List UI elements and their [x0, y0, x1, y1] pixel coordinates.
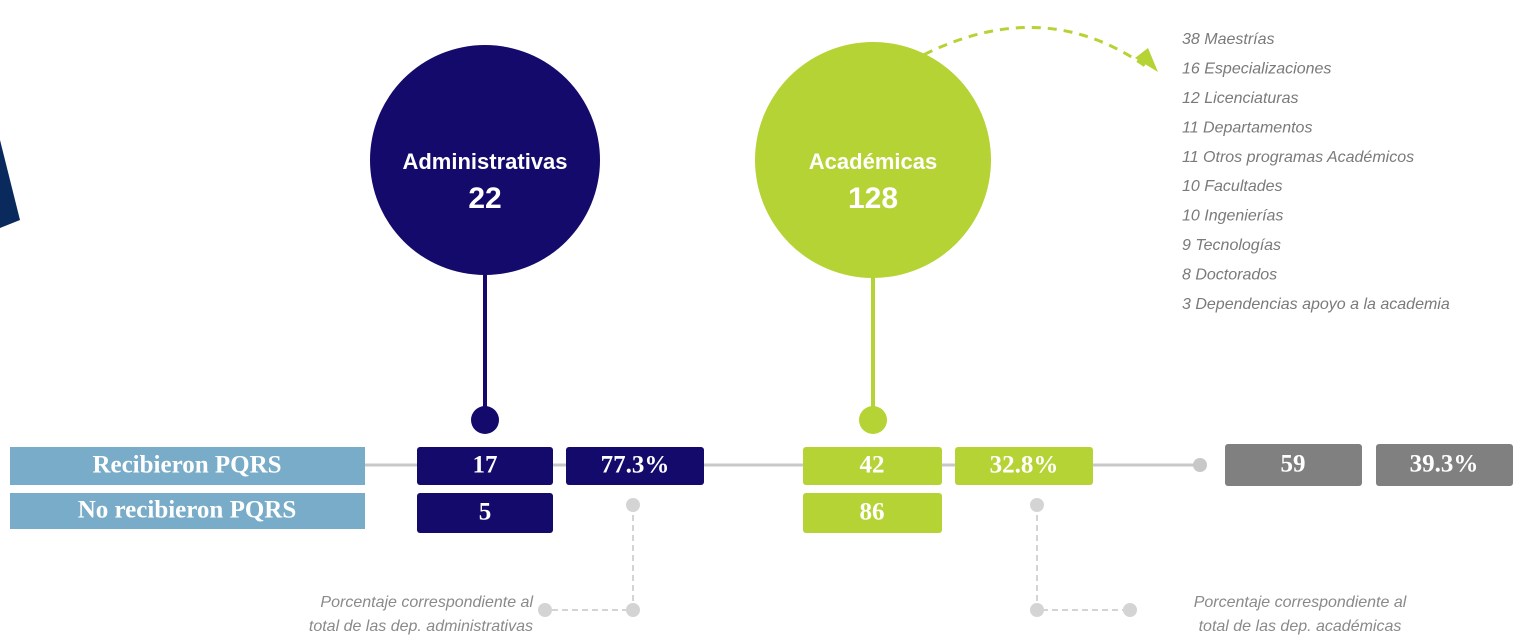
- arrow-head: [1135, 48, 1158, 72]
- box-value: 39.3%: [1410, 451, 1479, 478]
- connector-dot: [1030, 603, 1044, 617]
- box: [417, 493, 553, 533]
- box: [1376, 444, 1513, 486]
- connector-dot: [1030, 498, 1044, 512]
- box-value: 5: [479, 499, 492, 526]
- box: [803, 493, 942, 533]
- circle-value: 128: [848, 182, 898, 215]
- row-label-box: [10, 493, 365, 529]
- breakdown-item: 9 Tecnologías: [1182, 237, 1281, 254]
- breakdown-item: 10 Facultades: [1182, 178, 1283, 195]
- connector: [1036, 505, 1130, 611]
- stem-dot: [471, 406, 499, 434]
- breakdown-item: 8 Doctorados: [1182, 266, 1277, 283]
- circle-label: Académicas: [809, 149, 937, 174]
- breakdown-item: 11 Departamentos: [1182, 119, 1312, 136]
- breakdown-item: 12 Licenciaturas: [1182, 90, 1299, 107]
- arrow: [909, 25, 1149, 70]
- connector-dot: [1123, 603, 1137, 617]
- row-label-box: [10, 447, 365, 485]
- breakdown-item: 10 Ingenierías: [1182, 208, 1283, 225]
- box-value: 86: [860, 499, 885, 526]
- box-value: 59: [1281, 451, 1306, 478]
- connector: [545, 505, 634, 611]
- row-label: Recibieron PQRS: [92, 452, 281, 479]
- breakdown-item: 11 Otros programas Académicos: [1182, 149, 1414, 166]
- box: [417, 447, 553, 485]
- breakdown-item: 3 Dependencias apoyo a la academia: [1182, 296, 1450, 313]
- box: [955, 447, 1093, 485]
- decor-triangle: [0, 140, 20, 228]
- box: [803, 447, 942, 485]
- note: Porcentaje correspondiente al: [1194, 594, 1407, 611]
- row-label: No recibieron PQRS: [78, 497, 297, 524]
- box-value: 77.3%: [601, 452, 670, 479]
- box: [1225, 444, 1362, 486]
- box-value: 32.8%: [990, 452, 1059, 479]
- row-dot: [1193, 458, 1207, 472]
- note: total de las dep. administrativas: [309, 618, 533, 635]
- stem-dot: [859, 406, 887, 434]
- breakdown-item: 16 Especializaciones: [1182, 61, 1331, 78]
- circle: [755, 42, 991, 278]
- circle: [370, 45, 600, 275]
- note: total de las dep. académicas: [1199, 618, 1402, 635]
- circle-value: 22: [468, 182, 501, 215]
- note: Porcentaje correspondiente al: [320, 594, 533, 611]
- connector-dot: [538, 603, 552, 617]
- box-value: 42: [860, 452, 885, 479]
- connector-dot: [626, 498, 640, 512]
- box-value: 17: [473, 452, 498, 479]
- circle-label: Administrativas: [402, 149, 567, 174]
- box: [566, 447, 704, 485]
- breakdown-item: 38 Maestrías: [1182, 31, 1274, 48]
- connector-dot: [626, 603, 640, 617]
